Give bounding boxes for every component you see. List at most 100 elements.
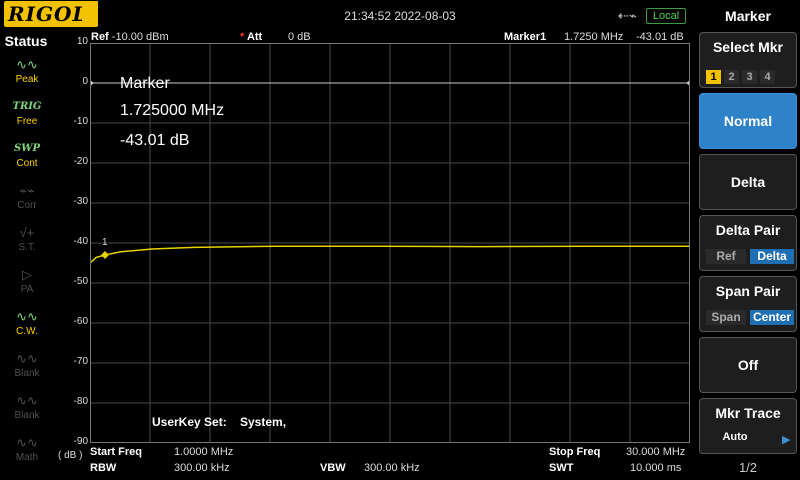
y-tick-label: -10 — [73, 116, 88, 127]
normal-label: Normal — [723, 113, 773, 129]
trace-point — [192, 246, 195, 248]
status-cw: ∿∿ C.W. — [4, 308, 50, 344]
marker-amp: -43.01 dB — [636, 31, 684, 43]
span-pair-center[interactable]: Center — [750, 310, 794, 325]
status-trig: TRIG Free — [4, 98, 50, 134]
plot-border — [90, 43, 690, 443]
pa-icon: ▷ — [22, 267, 32, 282]
status-corr: ⌁⌁ Corr — [4, 182, 50, 218]
status-label: Blank — [14, 368, 40, 379]
blank-icon: ∿∿ — [16, 393, 38, 408]
marker-option-3[interactable]: 3 — [742, 70, 757, 84]
y-tick-label: -20 — [73, 156, 88, 167]
trace-point — [482, 246, 484, 248]
swt-value[interactable]: 10.000 ms — [630, 462, 682, 474]
status-math: ∿∿ Math — [4, 434, 50, 470]
att-warning-icon: * — [240, 31, 247, 43]
marker-freq: 1.7250 MHz — [564, 31, 624, 43]
marker-option-2[interactable]: 2 — [724, 70, 739, 84]
ref-value: -10.00 dBm — [111, 31, 169, 43]
marker-option-4[interactable]: 4 — [760, 70, 775, 84]
status-peak: ∿∿ Peak — [4, 56, 50, 92]
status-label: Peak — [15, 74, 39, 85]
trace-point — [151, 248, 153, 250]
trace-point — [379, 245, 381, 247]
att-label: * Att — [240, 31, 262, 43]
select-marker-label: Select Mkr — [712, 39, 784, 55]
ref-level: Ref -10.00 dBm — [91, 31, 169, 43]
y-tick-label: -50 — [73, 276, 88, 287]
trace-point — [95, 256, 97, 258]
status-label: PA — [20, 284, 34, 295]
y-tick-label: -60 — [73, 316, 88, 327]
menu-page-indicator[interactable]: 1/2 — [738, 460, 758, 475]
status-label: Corr — [17, 200, 37, 211]
trace-point — [585, 245, 588, 247]
corr-icon: ⌁⌁ — [19, 183, 35, 198]
start-freq-value[interactable]: 1.0000 MHz — [174, 446, 234, 458]
marker-label: Marker1 — [504, 31, 547, 43]
top-bar — [0, 0, 696, 30]
usb-icon: ⇠⌁ — [618, 8, 637, 23]
marker-readout-amp: -43.01 dB — [120, 132, 190, 149]
y-tick-label: -40 — [73, 236, 88, 247]
submenu-arrow-icon: ▶ — [782, 434, 791, 446]
status-blank-1: ∿∿ Blank — [4, 350, 50, 386]
cw-icon: ∿∿ — [16, 309, 38, 324]
vbw-label: VBW — [320, 462, 346, 474]
mkr-trace-label: Mkr Trace — [715, 405, 781, 421]
y-tick-label: -90 — [73, 436, 88, 447]
mkr-trace-button[interactable]: Mkr Trace Auto ▶ — [699, 398, 797, 454]
off-button[interactable]: Off — [699, 337, 797, 393]
logo-tail — [82, 1, 98, 27]
ref-label: Ref — [91, 31, 109, 43]
vbw-value[interactable]: 300.00 kHz — [364, 462, 420, 474]
marker-readout-freq: 1.725000 MHz — [120, 102, 225, 119]
delta-pair-delta[interactable]: Delta — [750, 249, 794, 264]
start-freq-label: Start Freq — [90, 446, 142, 458]
mkr-trace-value: Auto — [722, 431, 748, 443]
status-title: Status — [4, 33, 48, 49]
status-label: Free — [16, 116, 38, 127]
status-pa: ▷ PA — [4, 266, 50, 302]
status-label: C.W. — [16, 326, 38, 337]
blank-icon: ∿∿ — [16, 351, 38, 366]
delta-button[interactable]: Delta — [699, 154, 797, 210]
span-pair-label: Span Pair — [715, 283, 781, 299]
sweep-icon: SWP — [14, 143, 40, 154]
trace-point — [275, 245, 277, 247]
y-unit: ( dB ) — [58, 450, 83, 461]
clock: 21:34:52 2022-08-03 — [344, 9, 456, 23]
stop-freq-value[interactable]: 30.000 MHz — [626, 446, 686, 458]
trig-icon: TRIG — [12, 101, 42, 112]
peak-icon: ∿∿ — [16, 57, 38, 72]
status-sweep: SWP Cont — [4, 140, 50, 176]
y-tick-label: 0 — [82, 76, 88, 87]
y-tick-label: -70 — [73, 356, 88, 367]
menu-title: Marker — [725, 8, 771, 24]
status-label: Blank — [14, 410, 40, 421]
status-label: Cont — [16, 158, 38, 169]
spectrum-plot[interactable] — [90, 43, 690, 443]
y-tick-label: 10 — [76, 36, 88, 47]
rbw-value[interactable]: 300.00 kHz — [174, 462, 230, 474]
off-label: Off — [737, 357, 759, 373]
userkey-value: System, — [240, 415, 287, 429]
y-tick-label: -80 — [73, 396, 88, 407]
normal-button[interactable]: Normal — [699, 93, 797, 149]
delta-pair-button[interactable]: Delta Pair Ref Delta — [699, 215, 797, 271]
marker-1-icon — [101, 251, 109, 260]
status-blank-2: ∿∿ Blank — [4, 392, 50, 428]
rbw-label: RBW — [90, 462, 117, 474]
delta-pair-ref[interactable]: Ref — [706, 249, 746, 264]
span-pair-button[interactable]: Span Pair Span Center — [699, 276, 797, 332]
marker-option-1[interactable]: 1 — [706, 70, 721, 84]
remote-local-badge[interactable]: Local — [646, 8, 686, 24]
y-tick-label: -30 — [73, 196, 88, 207]
st-icon: √+ — [19, 225, 35, 240]
rigol-logo: RIGOL — [4, 1, 98, 27]
att-value: 0 dB — [288, 31, 311, 43]
stop-freq-label: Stop Freq — [549, 446, 601, 458]
span-pair-span[interactable]: Span — [706, 310, 746, 325]
